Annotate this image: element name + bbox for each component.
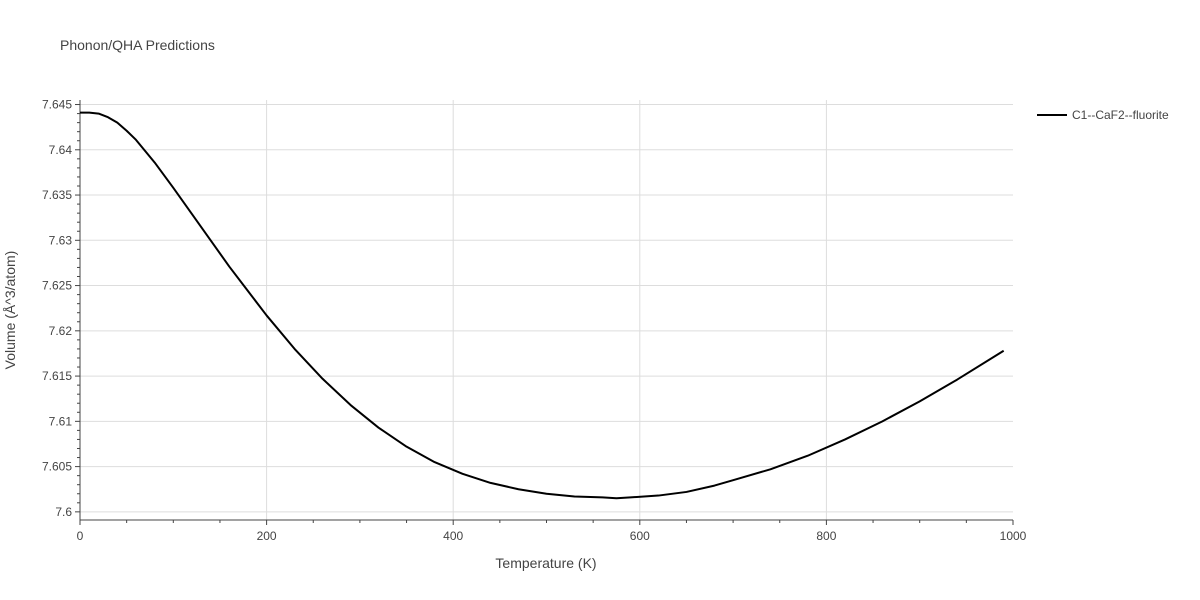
- x-axis-title: Temperature (K): [495, 555, 596, 571]
- y-tick-label: 7.62: [49, 324, 73, 338]
- chart-title: Phonon/QHA Predictions: [60, 37, 215, 53]
- y-tick-label: 7.635: [42, 188, 72, 202]
- axes: 7.6 7.605 7.61 7.615 7.62 7.625 7.63 7.635 7.64 7…: [42, 98, 1027, 543]
- y-tick-label: 7.645: [42, 98, 72, 112]
- legend[interactable]: C1--CaF2--fluorite: [1037, 108, 1169, 122]
- y-tick-label: 7.64: [49, 143, 73, 157]
- x-tick-label: 200: [257, 529, 277, 543]
- y-tick-label: 7.63: [49, 233, 73, 247]
- y-tick-label: 7.625: [42, 279, 72, 293]
- x-tick-label: 800: [816, 529, 836, 543]
- series-line: [80, 111, 1005, 500]
- grid: [80, 100, 1013, 520]
- legend-label[interactable]: C1--CaF2--fluorite: [1072, 108, 1169, 122]
- y-tick-label: 7.605: [42, 460, 72, 474]
- plot-area: [80, 111, 1005, 500]
- y-tick-label: 7.615: [42, 369, 72, 383]
- y-tick-label: 7.6: [55, 505, 72, 519]
- y-axis-title: Volume (Å^3/atom): [2, 251, 18, 370]
- x-tick-label: 400: [443, 529, 463, 543]
- x-tick-label: 600: [630, 529, 650, 543]
- x-tick-label: 0: [77, 529, 84, 543]
- x-tick-label: 1000: [1000, 529, 1027, 543]
- y-tick-label: 7.61: [49, 414, 73, 428]
